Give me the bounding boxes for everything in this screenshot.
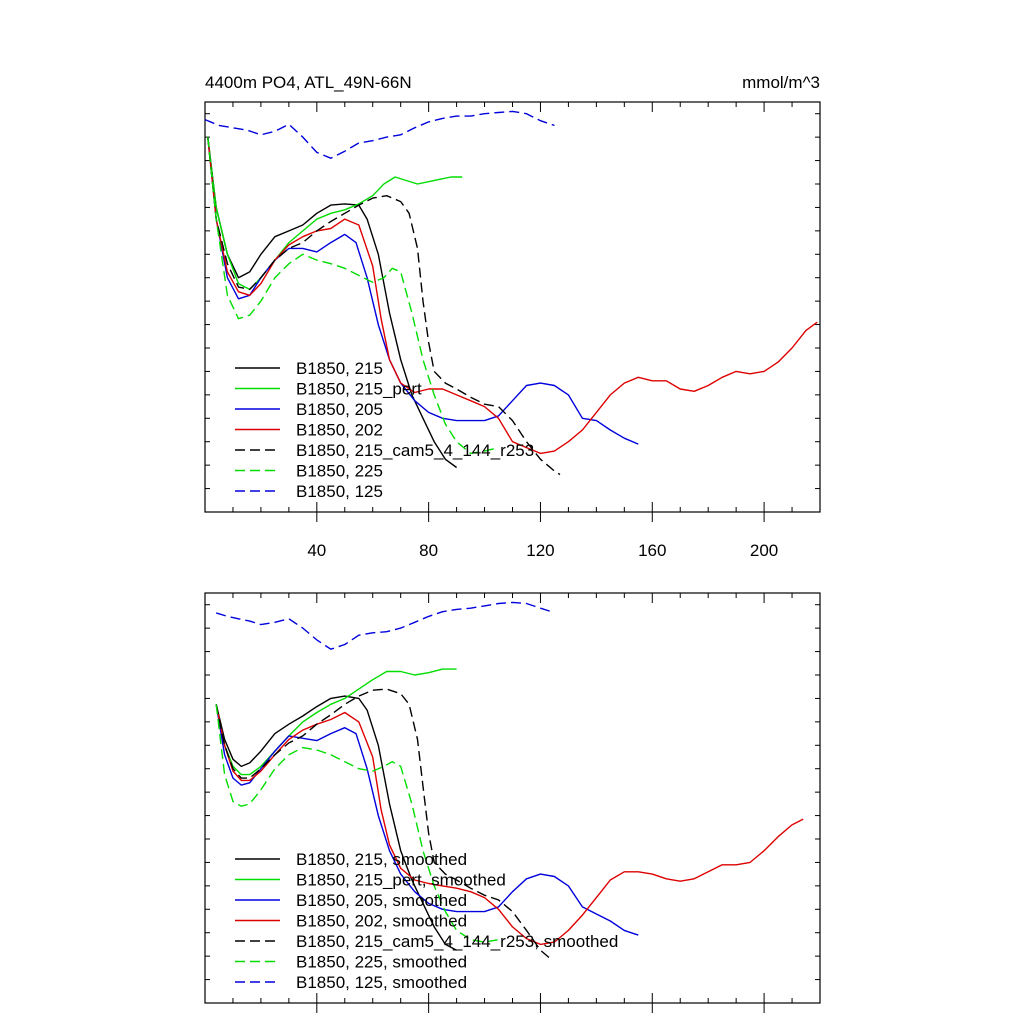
legend-label: B1850, 215_pert [296, 380, 422, 399]
legend-label: B1850, 202 [296, 421, 383, 440]
series-line-1 [215, 668, 457, 776]
legend-label: B1850, 215_cam5_4_144_r253 [296, 441, 534, 460]
legend-label: B1850, 202, smoothed [296, 912, 467, 931]
legend: B1850, 215, smoothed B1850, 215_pert, smo… [235, 850, 618, 992]
top-panel: 4400m PO4, ATL_49N-66N mmol/m^3 40 80 120 1… [204, 73, 821, 560]
legend-label: B1850, 205 [296, 400, 383, 419]
legend-label: B1850, 215_cam5_4_144_r253, smoothed [296, 932, 618, 951]
legend-label: B1850, 125 [296, 482, 383, 501]
legend-label: B1850, 215_pert, smoothed [296, 871, 506, 890]
legend-label: B1850, 215, smoothed [296, 850, 467, 869]
x-tick-label: 40 [307, 541, 326, 560]
series-line-5 [207, 137, 499, 455]
series-line-5 [215, 704, 499, 943]
series-line-6 [204, 110, 555, 159]
series-line-3 [207, 137, 818, 455]
series-line-6 [215, 601, 552, 650]
x-tick-label: 80 [419, 541, 438, 560]
series-line-3 [215, 704, 804, 946]
x-tick-label: 120 [526, 541, 554, 560]
series-line-1 [207, 137, 463, 291]
series-line-4 [215, 688, 553, 961]
series-line-0 [215, 695, 457, 951]
legend-label: B1850, 215 [296, 359, 383, 378]
series-line-2 [207, 137, 639, 445]
series-line-0 [207, 137, 458, 469]
legend-label: B1850, 125, smoothed [296, 973, 467, 992]
legend-label: B1850, 225, smoothed [296, 953, 467, 972]
series-line-2 [215, 704, 639, 936]
series-line-4 [207, 137, 561, 476]
x-tick-label: 200 [750, 541, 778, 560]
units-label: mmol/m^3 [742, 73, 820, 92]
chart-title: 4400m PO4, ATL_49N-66N [205, 73, 412, 92]
x-tick-label: 160 [638, 541, 666, 560]
legend-label: B1850, 225 [296, 462, 383, 481]
bottom-panel: B1850, 215, smoothed B1850, 215_pert, smo… [204, 592, 821, 1013]
legend-label: B1850, 205, smoothed [296, 891, 467, 910]
